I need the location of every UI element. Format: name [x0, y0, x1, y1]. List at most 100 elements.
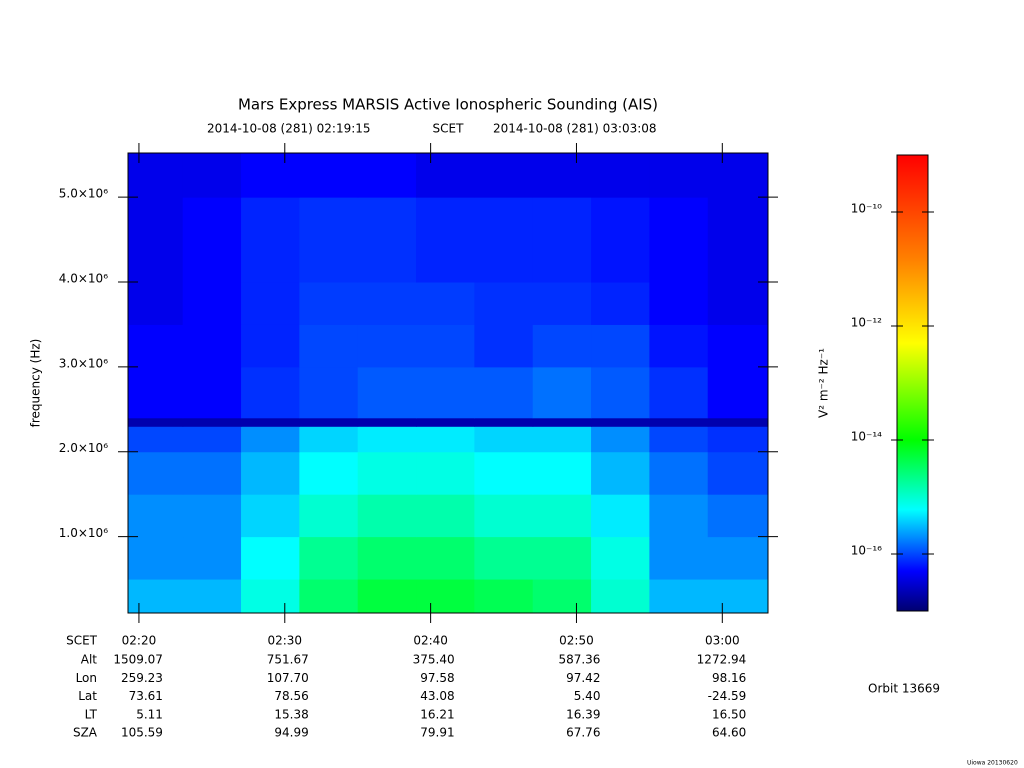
ephemeris-value: 16.39: [566, 707, 600, 721]
heat-cell: [128, 282, 184, 325]
heat-cell: [128, 579, 184, 614]
ephemeris-value: 259.23: [121, 671, 163, 685]
colorbar-label: V² m⁻² Hz⁻¹: [817, 348, 831, 418]
heat-cell: [416, 324, 475, 368]
heat-cell: [474, 366, 534, 419]
heat-cell: [649, 324, 709, 368]
ephemeris-value: 64.60: [712, 726, 746, 740]
heat-cell: [416, 417, 475, 427]
x-tick-label: 03:00: [705, 634, 740, 648]
heat-cell: [707, 366, 769, 419]
chart-title: Mars Express MARSIS Active Ionospheric S…: [238, 96, 658, 114]
heat-cell: [532, 366, 592, 419]
ephemeris-label: Lon: [76, 671, 97, 685]
heat-cell: [128, 451, 184, 495]
heat-cell: [241, 494, 300, 538]
heat-cell: [649, 579, 709, 614]
heat-cell: [241, 324, 300, 368]
ephemeris-time-label: SCET: [66, 634, 98, 648]
ephemeris-value: 73.61: [129, 689, 163, 703]
heat-cell: [649, 494, 709, 538]
heat-cell: [299, 324, 359, 368]
heat-cell: [128, 153, 184, 198]
heat-cell: [357, 324, 417, 368]
heat-cell: [416, 494, 475, 538]
heat-cell: [649, 197, 709, 283]
ephemeris-value: 751.67: [267, 653, 309, 667]
heat-cell: [241, 366, 300, 419]
heat-cell: [474, 579, 534, 614]
heat-cell: [532, 282, 592, 325]
x-tick-label: 02:50: [559, 634, 594, 648]
heat-cell: [474, 426, 534, 453]
ephemeris-value: 5.40: [574, 689, 601, 703]
heat-cell: [474, 451, 534, 495]
heat-cell: [591, 153, 650, 198]
heat-cell: [591, 579, 650, 614]
heat-cell: [182, 536, 242, 580]
subtitle-end: 2014-10-08 (281) 03:03:08: [493, 122, 657, 136]
x-tick-label: 02:20: [122, 634, 157, 648]
colorbar-tick-label: 10⁻¹⁶: [851, 544, 882, 558]
heat-cell: [241, 579, 300, 614]
heat-cell: [357, 451, 417, 495]
heat-cell: [591, 494, 650, 538]
heat-cell: [357, 536, 417, 580]
heat-cell: [591, 536, 650, 580]
heat-cell: [182, 417, 242, 427]
heat-cell: [182, 494, 242, 538]
heat-cell: [299, 426, 359, 453]
heat-cell: [649, 451, 709, 495]
heat-cell: [474, 417, 534, 427]
heat-cell: [128, 324, 184, 368]
heat-cell: [532, 579, 592, 614]
heat-cell: [182, 426, 242, 453]
heat-cell: [128, 366, 184, 419]
ephemeris-value: 375.40: [413, 653, 455, 667]
heat-cell: [357, 153, 417, 198]
ephemeris-value: 16.21: [420, 707, 454, 721]
heat-cell: [707, 282, 769, 325]
heat-cell: [182, 282, 242, 325]
ephemeris-value: 587.36: [558, 653, 600, 667]
ephemeris-value: 1272.94: [697, 653, 747, 667]
heat-cell: [707, 579, 769, 614]
heat-cell: [299, 579, 359, 614]
heat-cell: [182, 366, 242, 419]
heat-cell: [357, 494, 417, 538]
heat-cell: [182, 579, 242, 614]
ephemeris-label: SZA: [73, 726, 98, 740]
y-tick-label: 5.0×10⁶: [59, 187, 108, 201]
ephemeris-value: 43.08: [420, 689, 454, 703]
heat-cell: [241, 451, 300, 495]
heat-cell: [591, 324, 650, 368]
heat-cell: [357, 417, 417, 427]
heat-cell: [182, 197, 242, 283]
heat-cell: [474, 536, 534, 580]
heat-cell: [299, 366, 359, 419]
ephemeris-value: 98.16: [712, 671, 746, 685]
heat-cell: [357, 282, 417, 325]
heat-cell: [707, 426, 769, 453]
heat-cell: [474, 197, 534, 283]
heat-cell: [707, 536, 769, 580]
heat-cell: [532, 324, 592, 368]
ephemeris-value: -24.59: [708, 689, 747, 703]
heat-cell: [649, 153, 709, 198]
colorbar-tick-label: 10⁻¹⁰: [851, 202, 882, 216]
heat-cell: [474, 282, 534, 325]
heat-cell: [299, 536, 359, 580]
ephemeris-value: 107.70: [267, 671, 309, 685]
heat-cell: [128, 536, 184, 580]
ephemeris-value: 67.76: [566, 726, 600, 740]
heat-cell: [416, 451, 475, 495]
heat-cell: [299, 451, 359, 495]
heat-cell: [707, 153, 769, 198]
ephemeris-label: LT: [85, 707, 98, 721]
heat-cell: [416, 197, 475, 283]
credit: Uiowa 20130620: [967, 760, 1018, 767]
heat-cell: [649, 282, 709, 325]
heat-cell: [707, 197, 769, 283]
x-tick-label: 02:30: [267, 634, 302, 648]
